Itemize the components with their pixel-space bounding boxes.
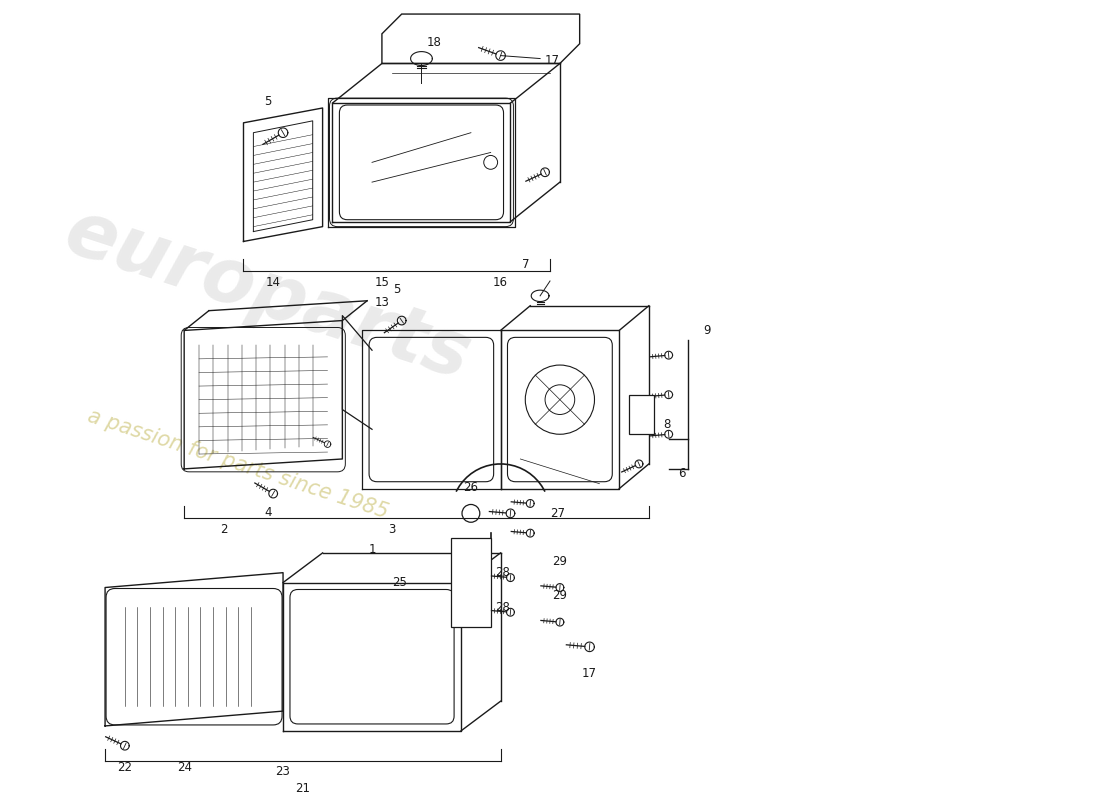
Text: 24: 24 xyxy=(177,761,191,774)
Text: 9: 9 xyxy=(703,324,711,337)
Text: 18: 18 xyxy=(427,36,441,49)
Text: 29: 29 xyxy=(552,590,568,602)
Bar xyxy=(451,538,491,627)
Text: 13: 13 xyxy=(374,296,389,309)
Text: 23: 23 xyxy=(276,766,290,778)
Text: a passion for parts since 1985: a passion for parts since 1985 xyxy=(86,406,392,522)
Text: 27: 27 xyxy=(550,507,565,520)
Text: 17: 17 xyxy=(582,666,597,680)
Text: 25: 25 xyxy=(392,576,407,589)
Text: 21: 21 xyxy=(295,782,310,795)
Bar xyxy=(629,394,653,434)
Text: 5: 5 xyxy=(393,283,400,296)
Text: 1: 1 xyxy=(368,543,376,556)
Text: 28: 28 xyxy=(496,566,510,579)
Text: 8: 8 xyxy=(663,418,671,431)
Text: 17: 17 xyxy=(546,54,560,67)
Text: 7: 7 xyxy=(521,258,529,271)
Text: 26: 26 xyxy=(463,481,478,494)
Text: 14: 14 xyxy=(266,276,280,289)
Text: 3: 3 xyxy=(388,523,396,536)
Text: 28: 28 xyxy=(496,601,510,614)
Text: 16: 16 xyxy=(493,276,508,289)
Text: 22: 22 xyxy=(118,761,132,774)
Text: 5: 5 xyxy=(264,95,272,108)
Text: europarts: europarts xyxy=(56,195,480,396)
Text: 6: 6 xyxy=(679,467,686,480)
Text: 2: 2 xyxy=(220,523,228,536)
Text: 15: 15 xyxy=(374,276,389,289)
Text: 4: 4 xyxy=(264,506,272,519)
Text: 29: 29 xyxy=(552,554,568,568)
